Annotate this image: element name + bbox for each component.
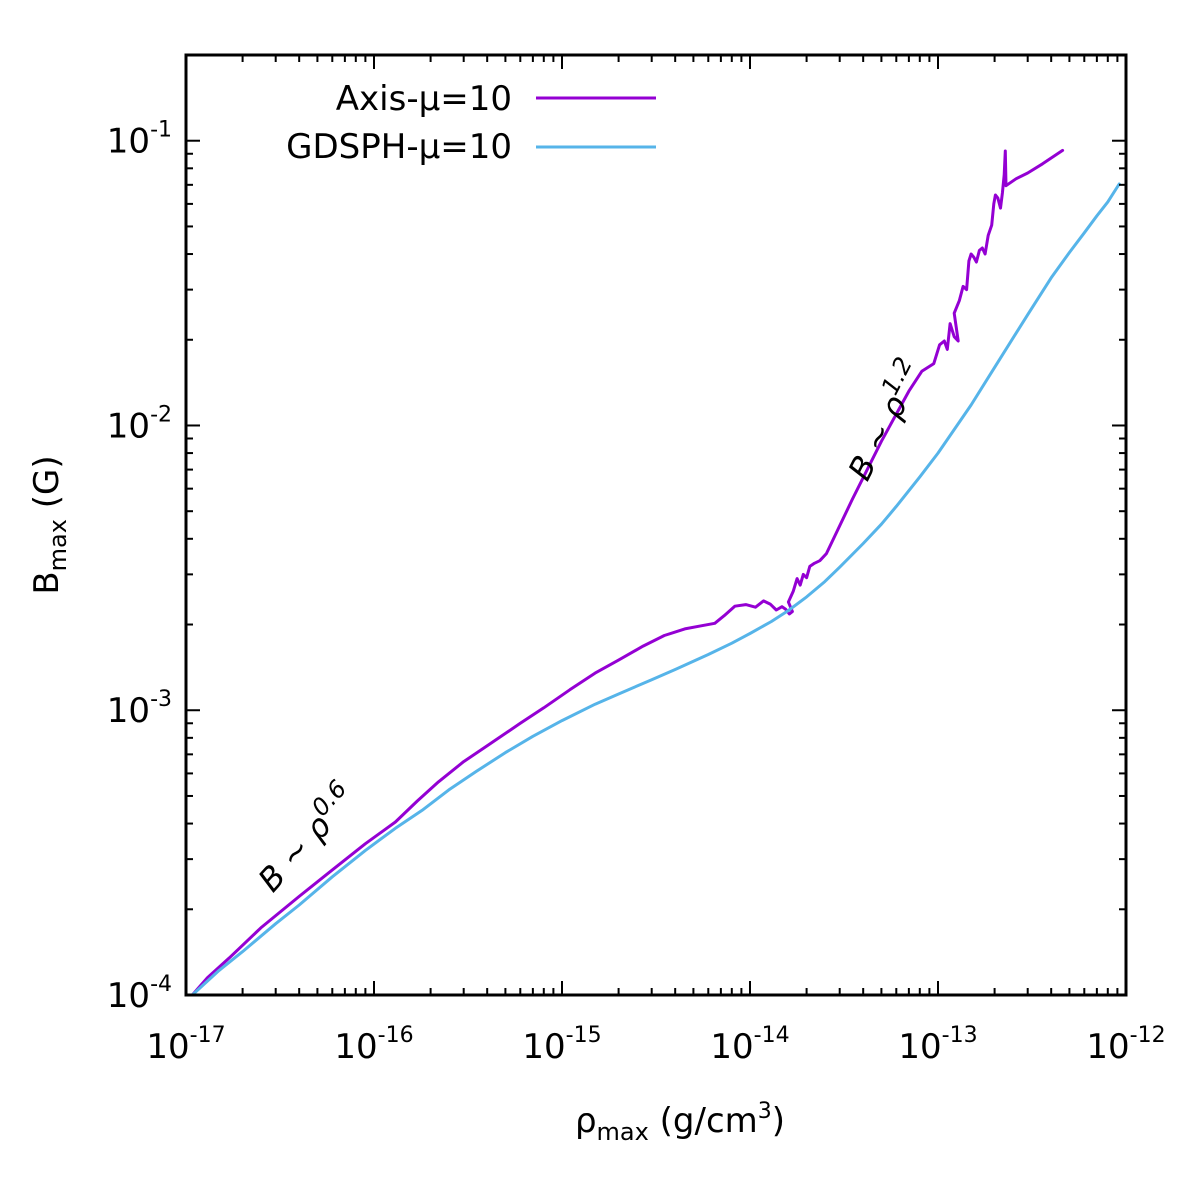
annotation-slope-1-2: B ~ ρ1.2 <box>835 353 932 487</box>
series-line-1 <box>190 182 1121 995</box>
x-axis-title-main: ρ <box>575 1101 597 1141</box>
axis-ticks <box>185 54 1127 996</box>
legend-label-gdsph: GDSPH-μ=10 <box>286 127 512 167</box>
x-tick-label: 10-14 <box>710 1023 789 1067</box>
annotation-slope-0-6: B ~ ρ0.6 <box>246 775 364 899</box>
y-axis-title-sub: max <box>44 519 72 571</box>
legend-label-axis: Axis-μ=10 <box>336 79 512 119</box>
x-tick-label: 10-13 <box>898 1023 977 1067</box>
series-line-0 <box>190 148 1065 995</box>
tick-labels: 10-17 10-16 10-15 10-14 10-13 10-12 10-4 10-3 10… <box>107 118 1166 1067</box>
x-axis-title-unit-exp: 3 <box>758 1099 772 1124</box>
x-axis-title-unit-close: ) <box>772 1101 785 1141</box>
y-tick-label: 10-2 <box>107 402 172 446</box>
plot-area <box>190 148 1121 995</box>
x-axis-title-unit: (g/cm <box>649 1101 758 1141</box>
x-tick-label: 10-12 <box>1086 1023 1165 1067</box>
y-axis-title-main: B <box>27 571 67 594</box>
x-axis-title: ρmax (g/cm3) <box>575 1099 785 1146</box>
x-axis-title-sub: max <box>597 1118 649 1146</box>
y-tick-label: 10-1 <box>107 118 172 162</box>
annotation-slope-1-2-base: B ~ ρ <box>840 389 914 486</box>
x-tick-label: 10-15 <box>522 1023 601 1067</box>
plot-frame <box>184 53 1128 997</box>
svg-text:B ~ ρ1.2: B ~ ρ1.2 <box>835 353 932 487</box>
y-tick-label: 10-3 <box>107 687 172 731</box>
legend: Axis-μ=10 GDSPH-μ=10 <box>286 79 656 167</box>
svg-text:B ~ ρ0.6: B ~ ρ0.6 <box>246 775 364 899</box>
y-axis-title: Bmax (G) <box>27 455 72 594</box>
x-tick-label: 10-16 <box>334 1023 413 1067</box>
y-tick-label: 10-4 <box>107 972 172 1016</box>
y-axis-title-unit: (G) <box>27 455 67 519</box>
x-tick-label: 10-17 <box>146 1023 225 1067</box>
